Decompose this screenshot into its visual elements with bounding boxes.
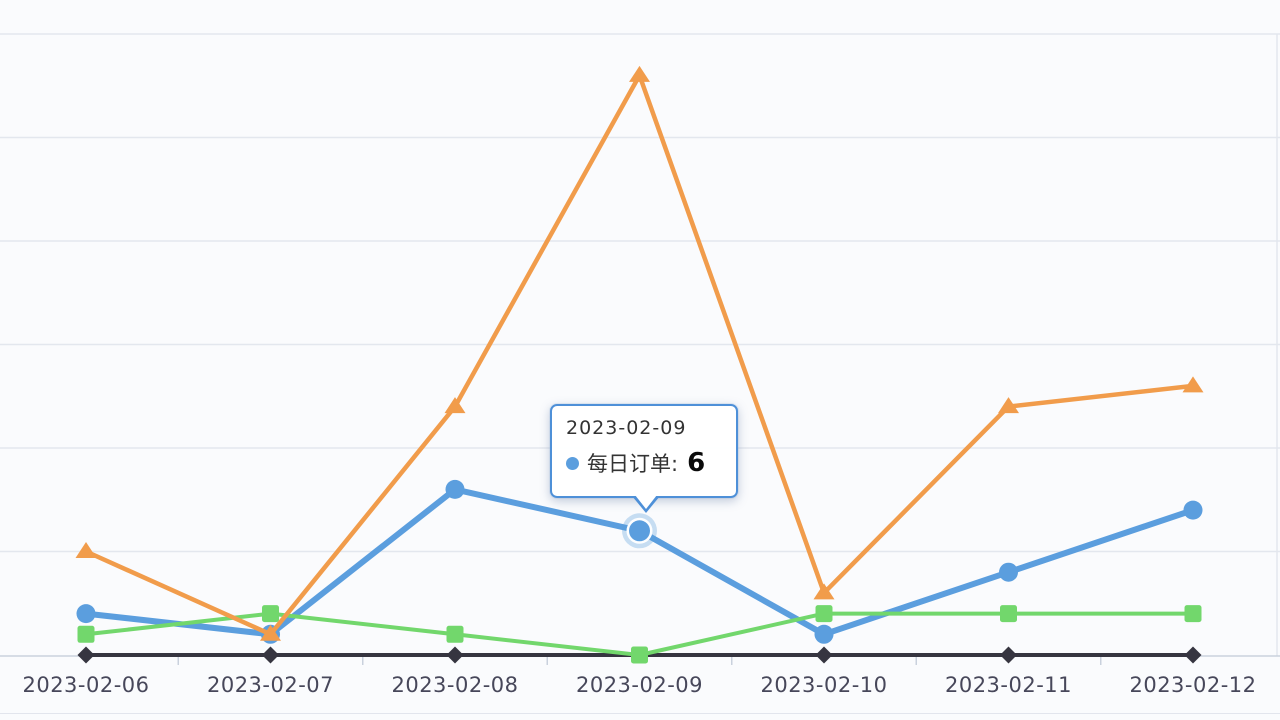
data-point-circle[interactable] [999,562,1018,582]
data-point-triangle[interactable] [813,583,835,600]
x-axis-label: 2023-02-11 [945,673,1072,697]
x-axis-label: 2023-02-07 [207,673,334,697]
data-point-circle[interactable] [1183,500,1203,520]
data-point-diamond[interactable] [262,646,279,664]
data-point-circle[interactable] [814,624,834,644]
data-point-square[interactable] [1184,605,1202,623]
tooltip-date: 2023-02-09 [566,417,687,439]
data-point-circle[interactable] [445,479,465,499]
data-point-triangle[interactable] [998,397,1019,414]
data-point-diamond[interactable] [815,646,833,664]
tooltip-value: 6 [687,448,706,478]
data-point-triangle[interactable] [260,624,281,641]
tooltip-series-label: 每日订单: [587,452,679,476]
highlight-point[interactable] [629,520,650,542]
x-axis-label: 2023-02-08 [391,673,518,697]
tooltip: 2023-02-09 每日订单: 6 [550,404,738,513]
data-point-square[interactable] [77,625,95,643]
data-point-square[interactable] [262,605,279,623]
data-point-triangle[interactable] [1182,376,1204,393]
data-point-circle[interactable] [76,604,96,624]
data-point-square[interactable] [631,646,648,664]
bottom-divider [0,713,1280,714]
series-line-3 [83,73,1196,637]
data-point-diamond[interactable] [1184,646,1202,664]
x-axis-label: 2023-02-09 [576,673,703,697]
data-point-diamond[interactable] [77,646,95,664]
x-axis-label: 2023-02-06 [22,673,149,697]
data-point-square[interactable] [1000,605,1017,623]
data-point-diamond[interactable] [446,646,464,664]
x-axis-label: 2023-02-12 [1129,673,1256,697]
series-marker-dot [566,456,579,470]
tooltip-series-row: 每日订单: 6 [566,448,722,478]
data-point-square[interactable] [446,625,464,643]
data-point-square[interactable] [815,605,833,623]
data-point-triangle[interactable] [629,65,650,82]
data-point-triangle[interactable] [75,542,97,558]
data-point-diamond[interactable] [1000,646,1017,664]
tooltip-arrow-fill [635,495,657,509]
data-point-triangle[interactable] [444,397,466,414]
x-axis-label: 2023-02-10 [760,673,887,697]
